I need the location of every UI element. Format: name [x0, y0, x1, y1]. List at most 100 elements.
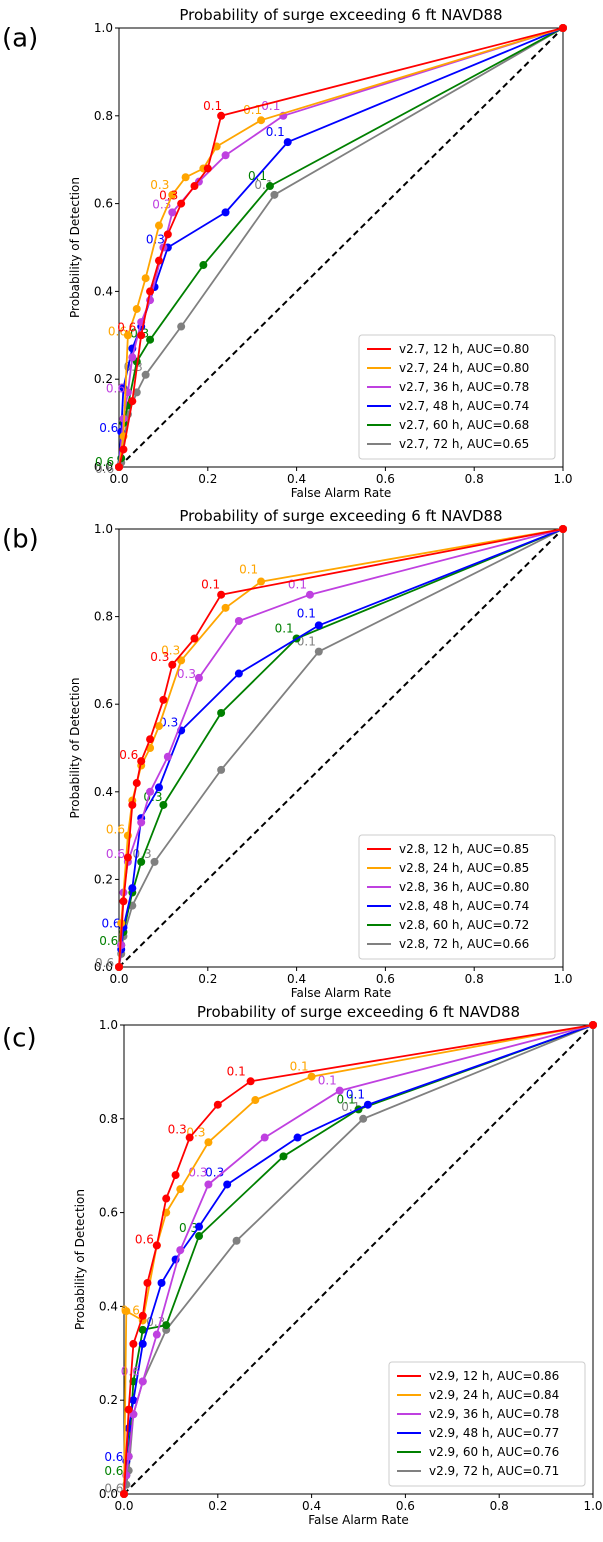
data-point — [176, 1185, 185, 1194]
legend-entry: v2.8, 48 h, AUC=0.74 — [399, 899, 529, 913]
legend: v2.7, 12 h, AUC=0.80 v2.7, 24 h, AUC=0.80… — [358, 334, 556, 460]
threshold-label: 0.3 — [161, 643, 180, 657]
chart-panel-1: (a) Probability of surge exceeding 6 ft N… — [2, 6, 573, 500]
threshold-label: 0.3 — [177, 667, 196, 681]
data-point — [132, 388, 141, 397]
panel-label: (a) — [2, 23, 38, 53]
data-point — [119, 445, 128, 454]
data-point — [307, 1072, 316, 1081]
threshold-label: 0.6 — [99, 934, 118, 948]
x-tick-label: 0.2 — [198, 472, 217, 486]
legend-entry: v2.8, 60 h, AUC=0.72 — [399, 918, 529, 932]
data-point — [150, 857, 159, 866]
data-point — [154, 783, 163, 792]
data-point — [146, 787, 155, 796]
data-point — [559, 525, 567, 533]
data-point — [163, 230, 172, 239]
data-point — [154, 256, 163, 265]
threshold-label: 0.3 — [150, 178, 169, 192]
data-point — [335, 1086, 344, 1095]
data-point — [123, 853, 132, 862]
legend-entry: v2.9, 48 h, AUC=0.77 — [429, 1426, 559, 1440]
data-point — [124, 1405, 133, 1414]
threshold-label: 0.6 — [106, 847, 125, 861]
data-point — [122, 1307, 131, 1316]
y-tick-label: 0.0 — [94, 460, 113, 474]
x-tick-label: 0.6 — [376, 472, 395, 486]
data-point — [115, 963, 123, 971]
legend-entry: v2.8, 12 h, AUC=0.85 — [399, 842, 529, 856]
threshold-label: 0.6 — [101, 917, 120, 931]
data-point — [138, 1377, 147, 1386]
threshold-label: 0.1 — [337, 1092, 356, 1106]
data-point — [213, 1100, 222, 1109]
data-point — [181, 173, 190, 182]
y-tick-label: 0.0 — [99, 1487, 118, 1501]
data-point — [154, 722, 163, 731]
series-2: 0.1 0.3 0.6 — [120, 1021, 597, 1498]
chart-title: Probability of surge exceeding 6 ft NAVD… — [179, 6, 502, 24]
legend-entry: v2.9, 72 h, AUC=0.71 — [429, 1464, 559, 1478]
threshold-label: 0.1 — [266, 125, 285, 139]
data-point — [195, 1232, 204, 1241]
legend-entry: v2.7, 12 h, AUC=0.80 — [399, 342, 529, 356]
legend-entry: v2.9, 36 h, AUC=0.78 — [429, 1407, 559, 1421]
legend-entry: v2.8, 72 h, AUC=0.66 — [399, 937, 529, 951]
series-line — [118, 27, 564, 468]
series-line — [118, 27, 564, 468]
series-1: 0.1 0.3 0.6 — [115, 525, 567, 971]
diagonal-reference-line — [118, 27, 564, 468]
series-line — [123, 1024, 594, 1495]
data-point — [177, 322, 186, 331]
threshold-label: 0.1 — [290, 1060, 309, 1074]
data-point — [217, 765, 226, 774]
data-point — [168, 208, 177, 217]
data-point — [221, 208, 230, 217]
data-point — [199, 261, 208, 270]
threshold-label: 0.6 — [108, 324, 127, 338]
threshold-label: 0.1 — [227, 1064, 246, 1078]
chart-title: Probability of surge exceeding 6 ft NAVD… — [179, 507, 502, 525]
data-point — [132, 304, 141, 313]
y-tick-label: 0.8 — [94, 610, 113, 624]
y-tick-label: 0.4 — [94, 785, 113, 799]
data-point — [129, 1396, 138, 1405]
data-point — [128, 884, 137, 893]
data-point — [129, 1339, 138, 1348]
y-tick-label: 0.8 — [94, 109, 113, 123]
data-point — [279, 1152, 288, 1161]
data-point — [363, 1100, 372, 1109]
threshold-label: 0.1 — [318, 1074, 337, 1088]
data-point — [234, 616, 243, 625]
threshold-label: 0.3 — [150, 650, 169, 664]
x-tick-label: 0.8 — [465, 972, 484, 986]
data-point — [137, 331, 146, 340]
data-point — [128, 353, 137, 362]
data-point — [217, 708, 226, 717]
data-point — [159, 695, 168, 704]
legend: v2.9, 12 h, AUC=0.86 v2.9, 24 h, AUC=0.84… — [388, 1361, 586, 1487]
x-tick-label: 0.2 — [198, 972, 217, 986]
x-axis-label: False Alarm Rate — [291, 486, 392, 500]
threshold-label: 0.6 — [95, 462, 114, 476]
y-tick-label: 0.4 — [94, 284, 113, 298]
data-point — [143, 1278, 152, 1287]
data-point — [251, 1096, 260, 1105]
threshold-label: 0.3 — [159, 189, 178, 203]
legend-entry: v2.7, 36 h, AUC=0.78 — [399, 380, 529, 394]
threshold-label: 0.1 — [275, 622, 294, 636]
x-tick-label: 0.0 — [109, 472, 128, 486]
chart-panel-3: (c) Probability of surge exceeding 6 ft N… — [2, 1003, 603, 1527]
y-tick-label: 1.0 — [94, 522, 113, 536]
data-point — [185, 1133, 194, 1142]
chart-title: Probability of surge exceeding 6 ft NAVD… — [197, 1003, 520, 1021]
y-tick-label: 0.6 — [94, 697, 113, 711]
threshold-label: 0.1 — [297, 635, 316, 649]
diagonal-reference-line — [123, 1024, 594, 1495]
y-tick-label: 0.0 — [94, 960, 113, 974]
data-point — [146, 335, 155, 344]
x-tick-label: 0.0 — [114, 1499, 133, 1513]
data-point — [305, 590, 314, 599]
data-point — [223, 1180, 232, 1189]
data-point — [176, 1246, 185, 1255]
